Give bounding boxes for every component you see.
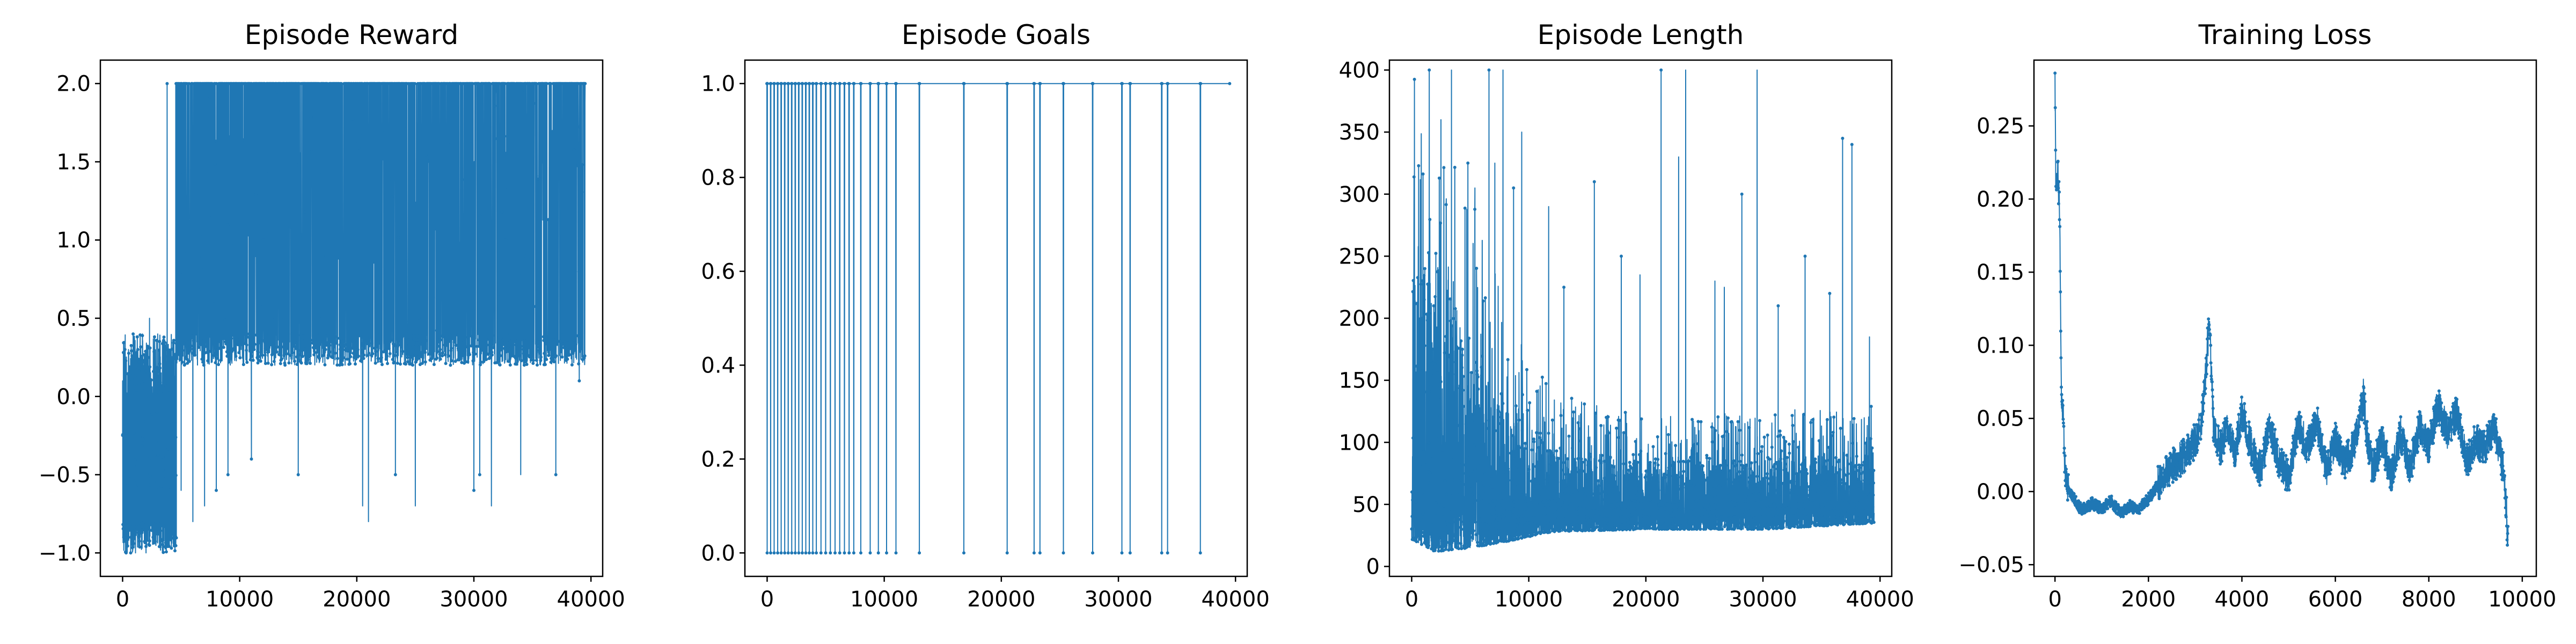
y-tick-label: 250: [1339, 244, 1380, 269]
x-axis: 0 2000 4000 6000 8000 10000: [2048, 576, 2557, 612]
y-tick-label: −0.05: [1958, 553, 2024, 577]
series-line: [122, 83, 586, 554]
y-tick-label: 350: [1339, 120, 1380, 145]
x-tick-label: 20000: [323, 587, 391, 612]
y-tick-label: 300: [1339, 182, 1380, 207]
plot-frame: [744, 59, 1248, 577]
plot-area: [2053, 71, 2510, 547]
x-tick-label: 0: [760, 587, 774, 612]
y-tick-label: 0.6: [701, 260, 735, 284]
y-tick-label: 50: [1352, 493, 1380, 517]
x-tick-label: 0: [1405, 587, 1418, 612]
plot-area: [121, 82, 587, 555]
y-tick-label: 0: [1366, 555, 1380, 580]
chart-title: Training Loss: [2198, 19, 2372, 50]
y-axis: 0 50 100 150 200 250 300 350 400: [1339, 58, 1389, 580]
chart-episode-length: Episode Length 0 10000 20000 30000 40000 0 50 1…: [1339, 19, 1914, 612]
x-tick-label: 20000: [967, 587, 1035, 612]
y-tick-label: 0.00: [1977, 480, 2024, 504]
y-tick-label: 400: [1339, 58, 1380, 83]
x-tick-label: 40000: [1202, 587, 1270, 612]
x-tick-label: 2000: [2121, 587, 2176, 612]
x-tick-label: 10000: [206, 587, 274, 612]
x-tick-label: 8000: [2402, 587, 2456, 612]
y-tick-label: 0.2: [701, 447, 735, 472]
y-axis: −0.05 0.00 0.05 0.10 0.15 0.20 0.25: [1958, 114, 2034, 577]
chart-title: Episode Goals: [902, 19, 1091, 50]
x-tick-label: 0: [2048, 587, 2061, 612]
x-tick-label: 10000: [850, 587, 918, 612]
y-tick-label: 0.20: [1977, 187, 2024, 212]
x-tick-label: 6000: [2308, 587, 2363, 612]
plot-area: [1410, 68, 1876, 553]
y-tick-label: 100: [1339, 430, 1380, 455]
y-axis: −1.0 −0.5 0.0 0.5 1.0 1.5 2.0: [39, 72, 100, 566]
y-tick-label: 0.0: [56, 385, 91, 409]
x-tick-label: 30000: [440, 587, 508, 612]
series-line: [766, 83, 1230, 554]
y-tick-label: 0.5: [56, 306, 91, 331]
y-tick-label: 0.0: [701, 541, 735, 566]
series-line: [1411, 69, 1875, 552]
y-tick-label: 200: [1339, 306, 1380, 331]
y-tick-label: 1.0: [701, 72, 735, 97]
y-tick-label: 0.25: [1977, 114, 2024, 139]
y-tick-label: 0.8: [701, 166, 735, 191]
y-tick-label: 0.10: [1977, 333, 2024, 358]
x-axis: 0 10000 20000 30000 40000: [1405, 576, 1914, 612]
x-tick-label: 40000: [557, 587, 625, 612]
plot-frame: [2033, 59, 2537, 577]
x-axis: 0 10000 20000 30000 40000: [116, 576, 625, 612]
plot-area: [765, 82, 1232, 555]
series-markers: [2053, 71, 2510, 547]
y-tick-label: −0.5: [39, 463, 91, 488]
chart-episode-goals: Episode Goals 0 10000 20000 30000 400000.00.…: [701, 19, 1269, 612]
x-tick-label: 40000: [1846, 587, 1914, 612]
x-tick-label: 30000: [1729, 587, 1797, 612]
chart-title: Episode Reward: [245, 19, 458, 50]
x-tick-label: 10000: [1495, 587, 1563, 612]
x-tick-label: 10000: [2488, 587, 2556, 612]
y-axis: 0.0 0.2 0.4 0.6 0.8 1.0: [701, 72, 745, 566]
y-tick-label: 1.0: [56, 228, 91, 253]
x-tick-label: 30000: [1084, 587, 1152, 612]
x-tick-label: 20000: [1612, 587, 1680, 612]
y-tick-label: 150: [1339, 369, 1380, 393]
chart-title: Episode Length: [1538, 19, 1744, 50]
y-tick-label: −1.0: [39, 541, 91, 566]
chart-episode-reward: Episode Reward 0 10000 20000 30000 40000 −1.0…: [39, 19, 625, 612]
y-tick-label: 2.0: [56, 72, 91, 97]
y-tick-label: 0.4: [701, 353, 735, 378]
x-tick-label: 0: [116, 587, 129, 612]
y-tick-label: 0.05: [1977, 407, 2024, 431]
y-tick-label: 0.15: [1977, 260, 2024, 285]
y-tick-label: 1.5: [56, 150, 91, 174]
x-tick-label: 4000: [2215, 587, 2270, 612]
x-axis: 0 10000 20000 30000 40000: [760, 576, 1270, 612]
chart-training-loss: Training Loss 0 2000 4000 6000 8000 10000 −0.0…: [1958, 19, 2556, 612]
